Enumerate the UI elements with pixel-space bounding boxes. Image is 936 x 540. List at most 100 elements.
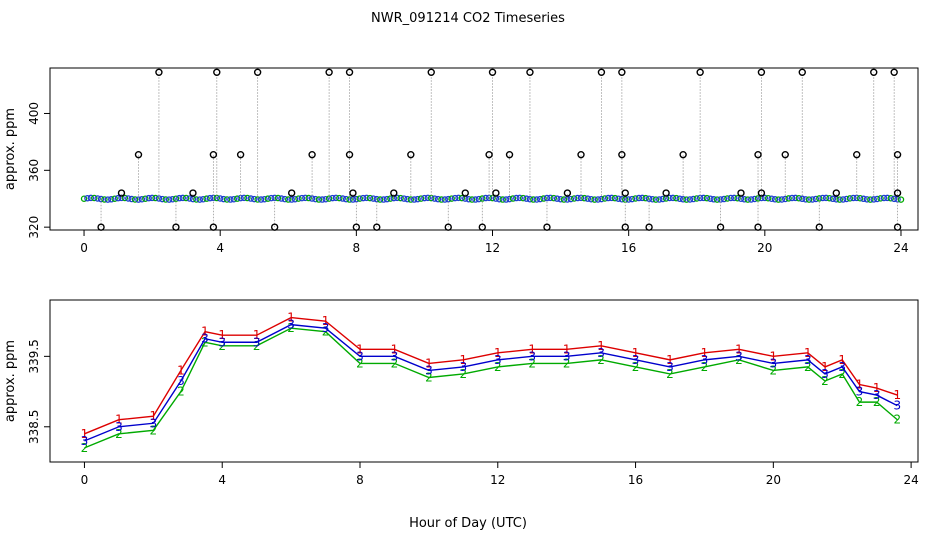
series-2-point-2: 2 bbox=[150, 423, 158, 437]
series-3-point-10: 3 bbox=[391, 349, 399, 363]
top-band-point bbox=[203, 195, 210, 202]
series-2-point-19: 2 bbox=[701, 360, 709, 374]
top-band-point bbox=[393, 194, 401, 202]
spike-point-38 bbox=[621, 189, 629, 197]
top-band-point bbox=[747, 196, 755, 203]
series-3-point-7: 3 bbox=[287, 318, 295, 332]
top-band-point bbox=[155, 195, 163, 202]
top-band-point bbox=[890, 195, 898, 203]
top-xtick-label-0: 0 bbox=[80, 241, 88, 255]
top-band-point bbox=[366, 194, 374, 202]
top-band-point bbox=[465, 195, 472, 203]
top-band-point bbox=[193, 196, 200, 203]
top-band-point bbox=[108, 196, 115, 203]
spike-point-3 bbox=[325, 68, 333, 76]
top-band-point bbox=[676, 195, 683, 202]
top-band-point bbox=[247, 195, 255, 202]
spike-point-5 bbox=[427, 68, 435, 76]
top-band-point bbox=[523, 195, 530, 202]
series-1-point-7: 1 bbox=[287, 311, 295, 325]
top-band-point bbox=[829, 195, 837, 203]
series-1-point-17: 1 bbox=[632, 346, 640, 360]
spike-point-14 bbox=[890, 68, 898, 76]
series-1-point-24: 1 bbox=[838, 353, 846, 367]
series-2-point-0: 2 bbox=[81, 441, 89, 455]
series-1-point-4: 1 bbox=[201, 325, 209, 339]
series-3-point-1: 3 bbox=[115, 420, 123, 434]
top-band-point bbox=[302, 194, 309, 202]
top-band-point bbox=[349, 196, 357, 203]
top-band-point bbox=[346, 196, 353, 203]
series-1-point-0: 1 bbox=[81, 427, 89, 441]
top-band-point bbox=[84, 194, 91, 202]
series-2-point-20: 2 bbox=[735, 353, 743, 367]
spike-point-15 bbox=[134, 150, 143, 159]
top-band-point bbox=[822, 194, 830, 202]
spike-point-34 bbox=[390, 189, 398, 197]
series-2-point-15: 2 bbox=[563, 356, 571, 370]
series-3-point-3: 3 bbox=[177, 374, 185, 388]
top-band-point bbox=[690, 195, 697, 203]
spike-point-0 bbox=[155, 68, 163, 76]
top-band-point bbox=[319, 196, 326, 203]
bottom-xtick-label-0: 0 bbox=[81, 473, 89, 487]
spike-point-55 bbox=[716, 223, 725, 231]
series-2-point-12: 2 bbox=[460, 367, 468, 381]
series-3-point-9: 3 bbox=[356, 349, 364, 363]
series-3-point-25: 3 bbox=[856, 385, 864, 399]
spike-point-47 bbox=[270, 223, 279, 231]
series-3-point-24: 3 bbox=[838, 360, 846, 374]
top-band-point bbox=[530, 196, 537, 203]
top-band-point bbox=[339, 195, 346, 202]
top-band-point bbox=[884, 194, 891, 202]
top-band-point bbox=[604, 194, 612, 202]
top-band-point bbox=[836, 196, 843, 203]
top-band-point bbox=[724, 195, 731, 202]
top-band-point bbox=[519, 194, 527, 202]
top-band-point bbox=[458, 194, 466, 202]
top-band-point bbox=[250, 195, 258, 203]
top-band-point bbox=[877, 195, 884, 202]
series-2-point-1: 2 bbox=[115, 427, 123, 441]
top-band-point bbox=[281, 195, 289, 203]
top-band-point bbox=[686, 196, 694, 203]
series-1-point-26: 1 bbox=[873, 381, 881, 395]
top-band-point bbox=[856, 194, 864, 202]
top-band-point bbox=[730, 194, 738, 202]
top-band-point bbox=[628, 195, 636, 203]
top-band-point bbox=[860, 195, 867, 203]
top-band-point bbox=[741, 196, 748, 203]
series-2-point-26: 2 bbox=[873, 395, 881, 409]
series-1-point-20: 1 bbox=[735, 342, 743, 356]
top-band-point bbox=[142, 195, 149, 202]
series-2-point-16: 2 bbox=[597, 353, 605, 367]
series-3-point-18: 3 bbox=[666, 360, 674, 374]
series-3-point-20: 3 bbox=[735, 349, 743, 363]
top-band-point bbox=[764, 194, 772, 202]
top-band-point bbox=[244, 194, 251, 202]
top-band-point bbox=[182, 194, 190, 202]
top-ytick-label-360: 360 bbox=[27, 159, 41, 182]
series-1-point-22: 1 bbox=[804, 346, 812, 360]
series-2-point-21: 2 bbox=[770, 363, 778, 377]
top-band-point bbox=[850, 194, 857, 202]
top-band-point bbox=[448, 195, 455, 202]
top-band-point bbox=[274, 194, 282, 202]
top-band-point bbox=[295, 195, 302, 202]
series-1-point-10: 1 bbox=[391, 342, 399, 356]
top-band-point bbox=[332, 194, 340, 202]
spike-point-48 bbox=[352, 223, 361, 231]
series-1-point-15: 1 bbox=[563, 342, 571, 356]
top-band-point bbox=[383, 195, 391, 203]
top-ytick-label-320: 320 bbox=[27, 216, 41, 239]
series-3-point-0: 3 bbox=[81, 434, 89, 448]
top-band-point bbox=[400, 195, 408, 202]
top-band-point bbox=[679, 196, 687, 203]
top-band-point bbox=[128, 195, 135, 203]
panel-top-frame bbox=[49, 67, 919, 231]
top-band-point bbox=[710, 196, 718, 203]
spike-point-29 bbox=[893, 150, 902, 159]
series-3-point-26: 3 bbox=[873, 388, 881, 402]
top-band-point bbox=[880, 194, 888, 202]
top-band-point bbox=[308, 195, 316, 202]
